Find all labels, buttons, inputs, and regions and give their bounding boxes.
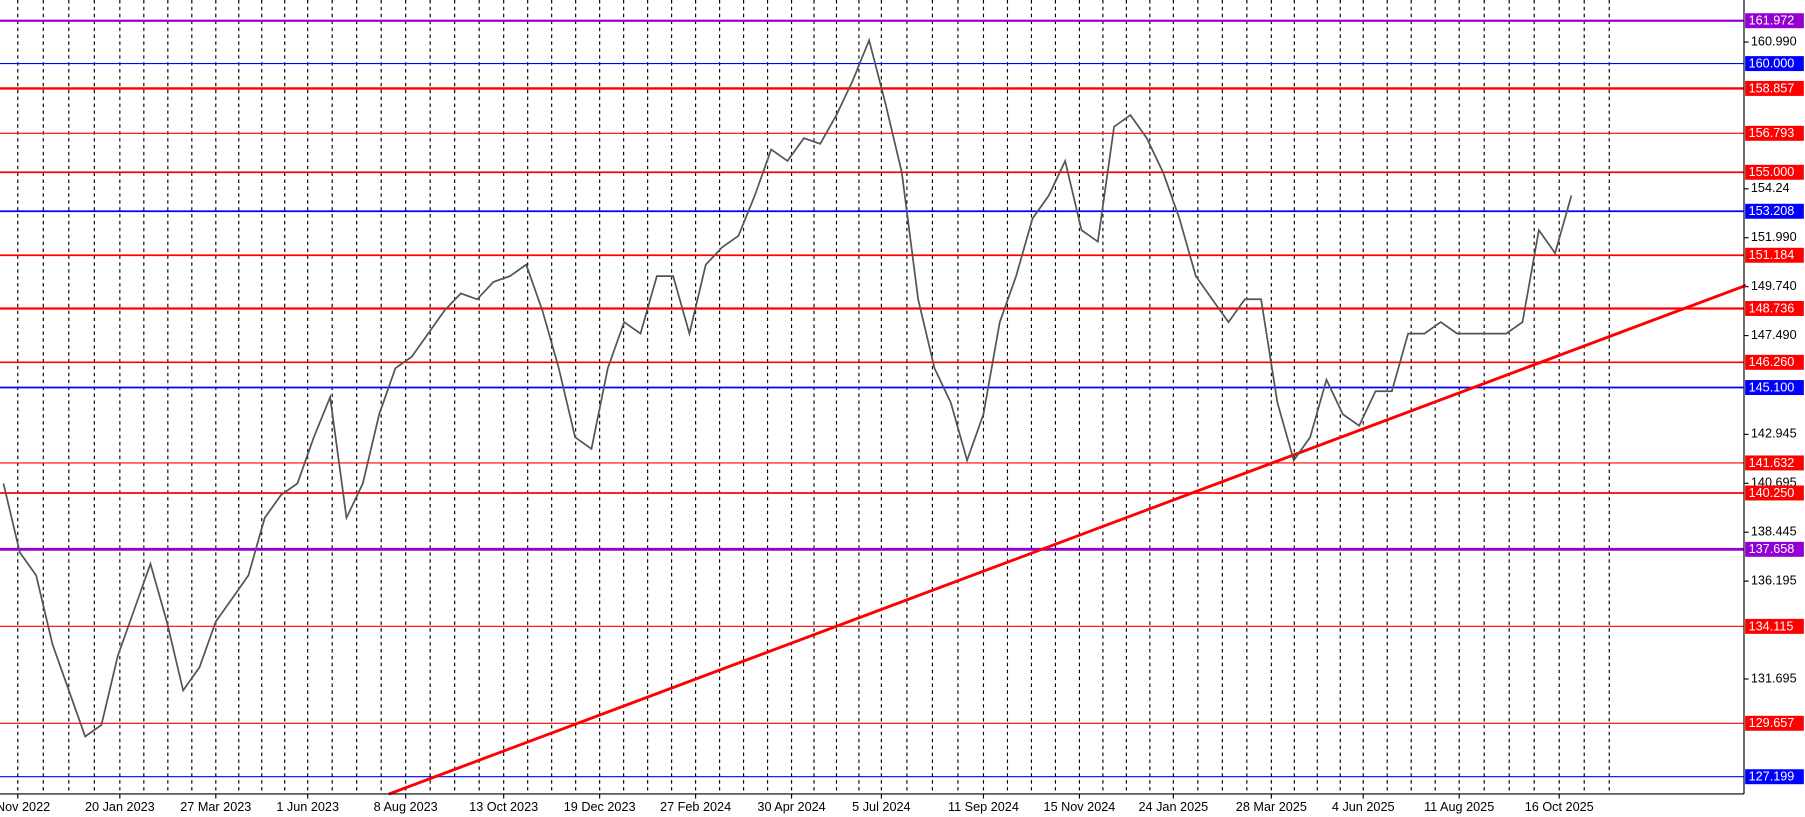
level-label: 146.260 — [1749, 355, 1795, 369]
y-tick-label: 138.445 — [1751, 525, 1797, 539]
level-label-box — [1745, 715, 1804, 731]
x-tick-label: 28 Mar 2025 — [1236, 800, 1307, 814]
x-tick-label: 16 Oct 2025 — [1525, 800, 1594, 814]
y-tick-label: 160.990 — [1751, 34, 1797, 48]
level-label-box — [1745, 164, 1804, 180]
x-tick-label: 5 Jul 2024 — [852, 800, 910, 814]
level-label: 134.115 — [1749, 619, 1794, 633]
level-label: 145.100 — [1749, 380, 1795, 394]
y-tick-label: 136.195 — [1751, 573, 1797, 587]
x-tick-label: 11 Sep 2024 — [948, 800, 1019, 814]
level-label-box — [1745, 354, 1804, 370]
level-label-box — [1745, 769, 1804, 785]
level-label: 155.000 — [1749, 165, 1795, 179]
x-tick-label: 1 Jun 2023 — [276, 800, 339, 814]
level-label: 127.199 — [1749, 770, 1795, 784]
x-tick-label: 24 Jan 2025 — [1139, 800, 1209, 814]
level-label-box — [1745, 485, 1804, 501]
level-label: 148.736 — [1749, 301, 1795, 315]
level-label: 158.857 — [1749, 81, 1795, 95]
level-label: 140.250 — [1749, 486, 1795, 500]
y-tick-label: 154.24 — [1751, 181, 1790, 195]
x-tick-label: 27 Feb 2024 — [660, 800, 731, 814]
x-tick-label: 8 Aug 2023 — [374, 800, 438, 814]
level-label-box — [1745, 455, 1804, 471]
level-label: 161.972 — [1749, 14, 1795, 28]
level-label: 160.000 — [1749, 57, 1795, 71]
price-line — [2, 37, 1573, 738]
level-label-box — [1745, 13, 1804, 29]
y-tick-label: 151.990 — [1751, 230, 1797, 244]
y-tick-label: 149.740 — [1751, 279, 1797, 293]
level-label-box — [1745, 80, 1804, 96]
level-label: 141.632 — [1749, 456, 1795, 470]
x-tick-label: 4 Nov 2022 — [0, 800, 50, 814]
level-label-box — [1745, 203, 1804, 219]
x-tick-label: 15 Nov 2024 — [1044, 800, 1116, 814]
level-label: 156.793 — [1749, 126, 1795, 140]
trendline — [388, 284, 1747, 796]
x-tick-label: 11 Aug 2025 — [1424, 800, 1494, 814]
x-tick-label: 4 Jun 2025 — [1332, 800, 1395, 814]
y-tick-label: 142.945 — [1751, 427, 1797, 441]
level-label: 153.208 — [1749, 204, 1795, 218]
level-label-box — [1745, 301, 1804, 316]
x-tick-label: 27 Mar 2023 — [180, 800, 251, 814]
level-label-box — [1745, 125, 1804, 141]
level-label-box — [1745, 247, 1804, 263]
level-label: 137.658 — [1749, 542, 1795, 556]
level-label: 129.657 — [1749, 716, 1795, 730]
level-label-box — [1745, 541, 1804, 557]
x-tick-label: 30 Apr 2024 — [757, 800, 825, 814]
level-label-box — [1745, 380, 1804, 396]
level-label-box — [1745, 618, 1804, 634]
level-label: 151.184 — [1749, 248, 1795, 262]
y-tick-label: 131.695 — [1751, 671, 1797, 685]
x-tick-label: 19 Dec 2023 — [564, 800, 636, 814]
x-tick-label: 20 Jan 2023 — [85, 800, 155, 814]
x-tick-label: 13 Oct 2023 — [469, 800, 538, 814]
y-tick-label: 147.490 — [1751, 328, 1797, 342]
level-label-box — [1745, 56, 1804, 72]
